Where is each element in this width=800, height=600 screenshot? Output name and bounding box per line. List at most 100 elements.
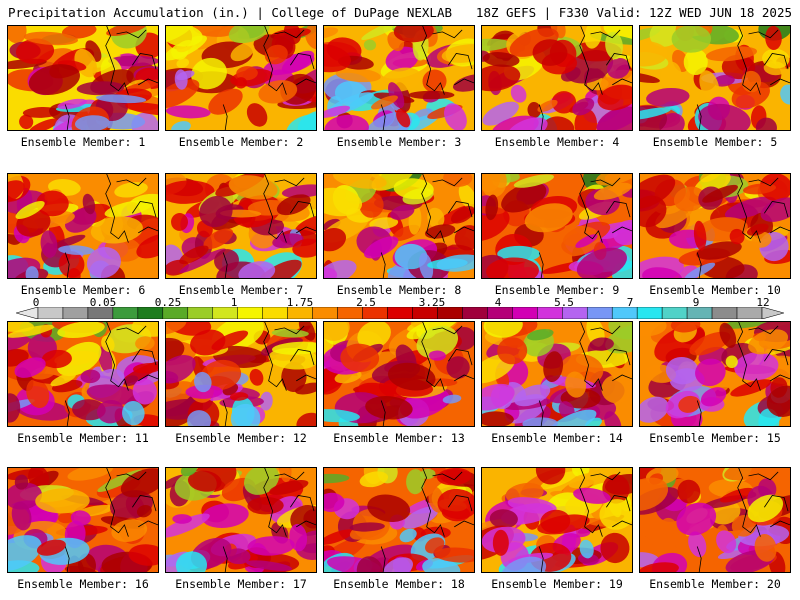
precip-blob — [702, 184, 738, 203]
colorbar-segment — [362, 307, 388, 319]
precip-blob — [705, 46, 758, 62]
colorbar-segment — [212, 307, 238, 319]
precip-blob — [725, 355, 738, 369]
precip-blob — [396, 108, 411, 128]
precip-blob — [640, 552, 660, 568]
precip-blob — [458, 184, 474, 210]
precip-map — [324, 26, 474, 130]
map-panel-member-14 — [481, 321, 633, 427]
precip-blob — [746, 223, 769, 236]
precip-blob — [255, 259, 302, 278]
coastline-outline — [538, 468, 632, 572]
precip-map — [324, 322, 474, 426]
precip-blob — [482, 411, 514, 426]
precip-blob — [640, 174, 676, 209]
precip-blob — [8, 393, 21, 423]
precip-blob — [271, 329, 309, 338]
precip-blob — [324, 259, 357, 278]
precip-blob — [425, 537, 445, 554]
precip-blob — [535, 468, 566, 485]
precip-blob — [190, 329, 226, 356]
precip-map — [482, 322, 632, 426]
precip-blob — [128, 544, 158, 566]
colorbar-segment — [237, 307, 263, 319]
coastline-outline — [64, 174, 158, 278]
precip-blob — [214, 249, 239, 272]
precip-blob — [699, 70, 720, 101]
map-panel-member-8 — [323, 173, 475, 279]
precip-blob — [450, 205, 474, 224]
precip-blob — [15, 200, 45, 220]
precip-blob — [436, 254, 474, 272]
precip-blob — [296, 412, 316, 426]
precip-blob — [8, 331, 34, 354]
precip-blob — [35, 488, 90, 514]
precip-blob — [482, 101, 519, 126]
precip-blob — [281, 50, 315, 74]
precip-blob — [264, 44, 288, 65]
precip-blob — [132, 378, 157, 405]
precip-blob — [281, 184, 316, 198]
precip-blob — [527, 328, 554, 341]
precip-blob — [683, 48, 708, 75]
precip-blob — [104, 200, 153, 218]
precip-blob — [576, 247, 627, 278]
precip-blob — [406, 469, 425, 495]
precip-blob — [36, 539, 66, 556]
precip-blob — [444, 103, 467, 130]
precip-blob — [434, 547, 474, 563]
precip-blob — [607, 58, 630, 79]
precip-blob — [489, 509, 518, 529]
precip-map — [324, 468, 474, 572]
precip-blob — [171, 213, 189, 231]
precip-blob — [369, 217, 399, 230]
precip-blob — [58, 245, 95, 255]
precip-blob — [247, 496, 284, 515]
precip-blob — [741, 70, 762, 93]
precip-blob — [601, 374, 632, 404]
precip-blob — [199, 195, 233, 228]
precip-blob — [383, 557, 413, 572]
precip-blob — [333, 174, 387, 189]
precip-blob — [734, 352, 779, 381]
colorbar-tick-label: 0.05 — [89, 296, 117, 309]
precip-blob — [371, 95, 398, 110]
precip-blob — [203, 228, 234, 250]
precip-blob — [230, 42, 255, 62]
precip-blob — [76, 81, 125, 96]
map-panel-member-5 — [639, 25, 791, 131]
precip-blob — [766, 385, 790, 417]
precip-blob — [229, 392, 249, 401]
precip-blob — [111, 519, 148, 542]
colorbar-segment — [462, 307, 488, 319]
precip-blob — [527, 101, 541, 119]
map-panel-member-20 — [639, 467, 791, 573]
precip-blob — [747, 494, 784, 523]
precip-blob — [758, 478, 777, 500]
precip-blob — [114, 182, 148, 198]
precip-blob — [8, 26, 27, 44]
colorbar-segment — [137, 307, 164, 319]
precip-blob — [393, 178, 434, 200]
colorbar-segment — [262, 307, 288, 319]
colorbar-segment — [487, 307, 513, 319]
precip-blob — [573, 487, 611, 504]
precip-blob — [175, 551, 208, 572]
precip-blob — [722, 322, 774, 329]
precip-blob — [123, 375, 139, 386]
coastline-outline — [222, 26, 316, 130]
precip-blob — [120, 468, 158, 498]
map-panel-member-9 — [481, 173, 633, 279]
precip-blob — [68, 268, 81, 278]
precip-blob — [572, 97, 595, 116]
precip-blob — [14, 474, 29, 490]
precip-blob — [97, 399, 125, 424]
precip-blob — [510, 84, 527, 103]
precip-map — [640, 322, 790, 426]
precip-blob — [28, 468, 50, 490]
precip-blob — [40, 230, 58, 258]
precip-blob — [427, 207, 445, 229]
colorbar-tick-label: 9 — [692, 296, 700, 309]
precip-blob — [324, 529, 354, 545]
precip-blob — [716, 530, 737, 554]
